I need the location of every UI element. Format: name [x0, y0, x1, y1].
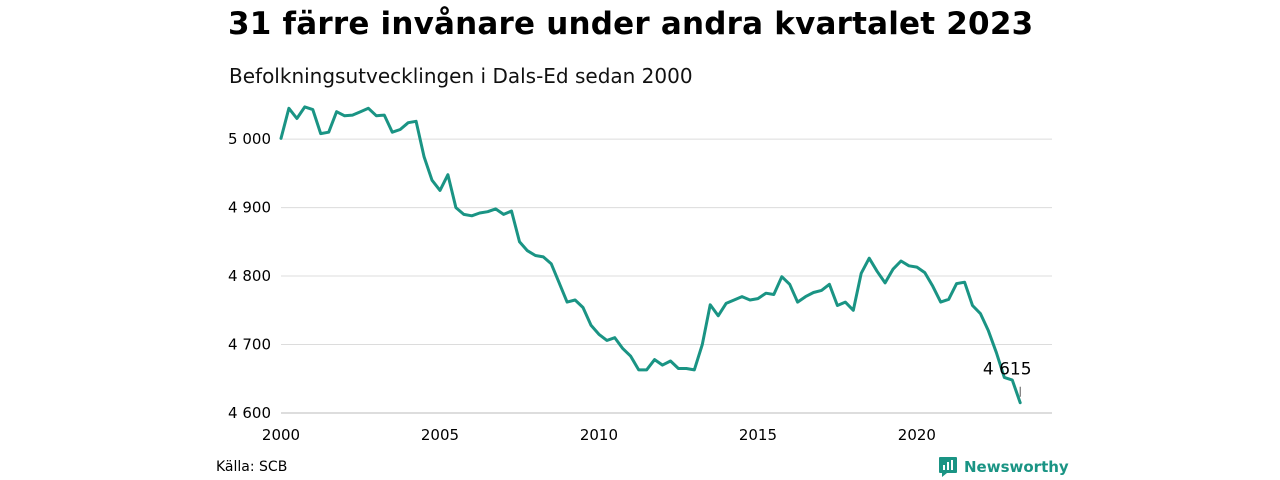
x-tick-label: 2015: [739, 426, 777, 444]
series-line-group: [279, 105, 1022, 405]
y-tick-label: 4 700: [228, 336, 271, 354]
chart-subtitle: Befolkningsutvecklingen i Dals-Ed sedan …: [229, 64, 693, 88]
gridlines: [281, 138, 1052, 414]
x-tick-label: 2000: [262, 426, 300, 444]
y-tick-label: 4 600: [228, 404, 271, 422]
y-axis-ticks: 4 600 4 700 4 800 4 900 5 000: [228, 130, 271, 422]
brand-label: Newsworthy: [964, 458, 1069, 476]
source-label: Källa: SCB: [216, 459, 288, 475]
y-tick-label: 4 800: [228, 267, 271, 285]
newsworthy-chart-icon: [939, 457, 957, 477]
x-tick-label: 2020: [898, 426, 936, 444]
annotation-group: 4 615: [983, 360, 1032, 397]
annotation-label: 4 615: [983, 360, 1032, 380]
chart-title: 31 färre invånare under andra kvartalet …: [228, 6, 1034, 42]
series-line: [279, 105, 1022, 405]
x-axis-ticks: 2000 2005 2010 2015 2020: [262, 426, 936, 444]
brand-logo[interactable]: Newsworthy: [938, 456, 1069, 478]
x-tick-label: 2010: [580, 426, 618, 444]
y-tick-label: 4 900: [228, 199, 271, 217]
x-tick-label: 2005: [421, 426, 459, 444]
y-tick-label: 5 000: [228, 130, 271, 148]
